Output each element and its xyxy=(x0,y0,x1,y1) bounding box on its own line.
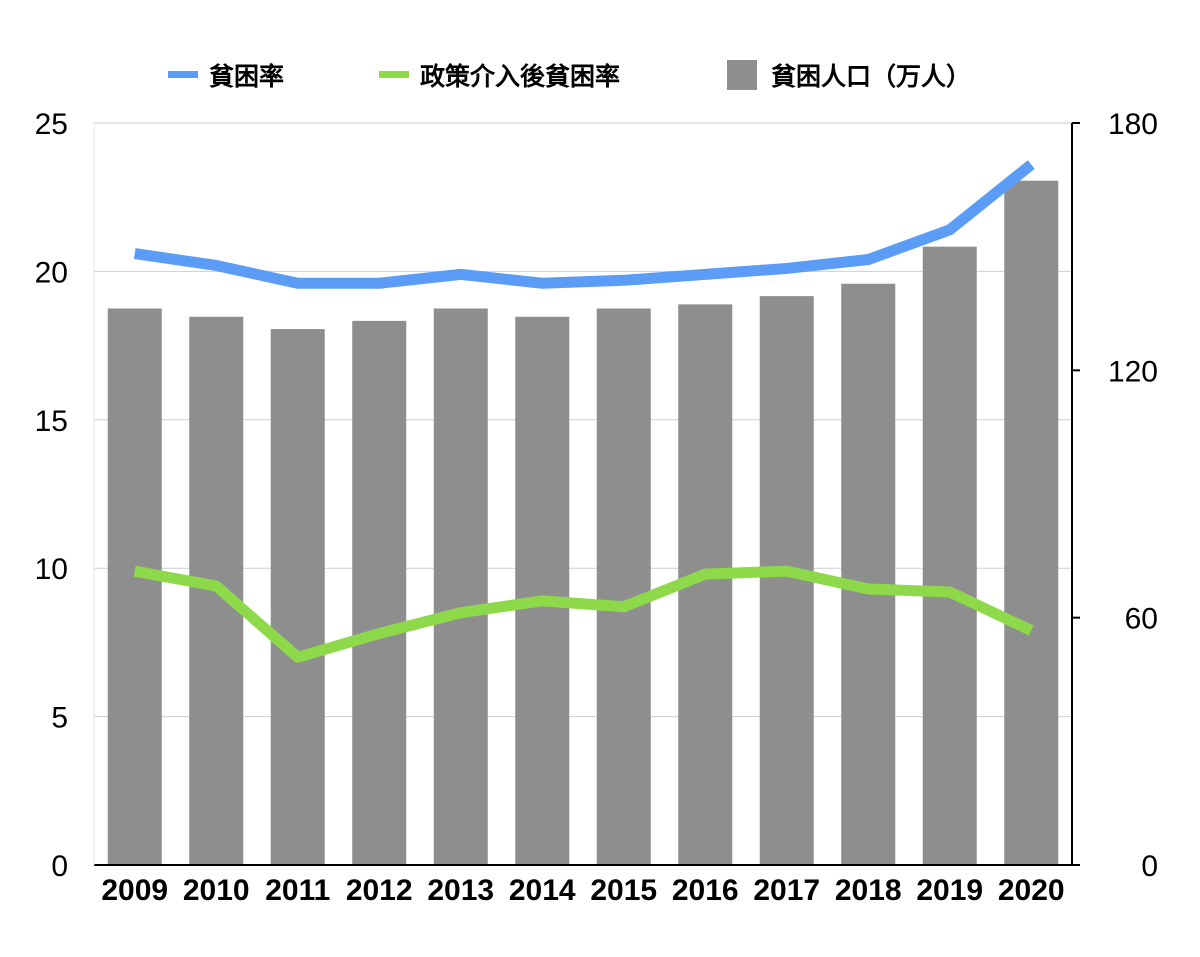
line-series-1 xyxy=(133,160,1035,289)
x-tick-label-2010: 2010 xyxy=(183,874,250,907)
x-tick-label-2019: 2019 xyxy=(916,874,983,907)
legend-swatch-3 xyxy=(727,60,757,90)
x-tick-label-2018: 2018 xyxy=(835,874,902,907)
right-tick-label-1: 60 xyxy=(1125,603,1158,636)
bar-2013 xyxy=(433,308,488,865)
legend-swatch-1 xyxy=(168,71,198,78)
left-tick-label-4: 20 xyxy=(35,256,68,289)
left-tick-label-1: 5 xyxy=(51,702,68,735)
right-tick-label-2: 120 xyxy=(1108,355,1158,388)
left-tick-label-5: 25 xyxy=(35,108,68,141)
legend-swatch-2 xyxy=(379,71,409,78)
x-tick-label-2012: 2012 xyxy=(346,874,413,907)
right-tick-label-0: 0 xyxy=(1141,850,1158,883)
bar-2011 xyxy=(270,329,325,866)
left-tick-label-0: 0 xyxy=(51,850,68,883)
x-tick-label-2013: 2013 xyxy=(427,874,494,907)
x-tick-label-2014: 2014 xyxy=(509,874,576,907)
bar-2012 xyxy=(352,320,407,865)
x-tick-label-2015: 2015 xyxy=(590,874,657,907)
line-series-2 xyxy=(133,565,1034,663)
legend-label-1: 貧困率 xyxy=(209,62,284,91)
x-tick-label-2020: 2020 xyxy=(998,874,1065,907)
left-tick-label-2: 10 xyxy=(35,553,68,586)
bar-2015 xyxy=(596,308,651,865)
x-tick-label-2011: 2011 xyxy=(265,874,330,907)
bar-2009 xyxy=(107,308,162,865)
x-tick-label-2017: 2017 xyxy=(753,874,820,907)
bar-2020 xyxy=(1004,180,1059,865)
x-tick-label-2016: 2016 xyxy=(672,874,739,907)
x-tick-label-2009: 2009 xyxy=(101,874,168,907)
bar-2019 xyxy=(922,246,977,865)
bar-2018 xyxy=(841,283,896,865)
legend-label-2: 政策介入後貧困率 xyxy=(420,62,620,91)
bar-2014 xyxy=(515,316,570,865)
left-tick-label-3: 15 xyxy=(35,405,68,438)
right-tick-label-3: 180 xyxy=(1108,108,1158,141)
legend-label-3: 貧困人口（万人） xyxy=(771,62,971,91)
